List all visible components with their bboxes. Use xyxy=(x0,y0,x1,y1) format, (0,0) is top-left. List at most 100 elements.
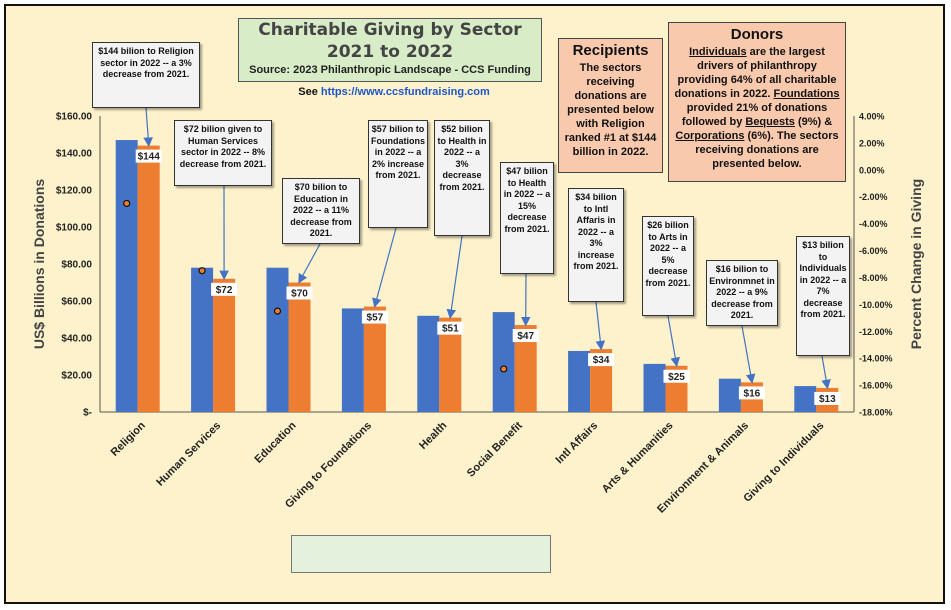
bar-2021 xyxy=(191,267,214,412)
see-prefix: See xyxy=(298,86,321,98)
chart-subtitle: 2021 to 2022 xyxy=(326,42,454,62)
data-label-bg xyxy=(361,310,388,324)
y2-tick-label: -10.00% xyxy=(859,300,893,310)
data-label: $51 xyxy=(442,324,459,335)
bar-2021 xyxy=(341,308,364,412)
callout-arrow xyxy=(595,301,606,351)
data-label-bg xyxy=(588,353,615,367)
data-label: $13 xyxy=(819,394,836,405)
x-tick-label: Religion xyxy=(109,419,148,458)
x-tick-label: Health xyxy=(417,419,449,451)
percent-change-marker xyxy=(273,307,282,315)
x-tick-label: Giving to Foundations xyxy=(283,420,374,511)
bar-2021 xyxy=(417,315,440,412)
bar-2021 xyxy=(266,267,289,412)
callout-arrow xyxy=(667,315,680,368)
chart-source: Source: 2023 Philanthropic Landscape - C… xyxy=(249,64,531,76)
chart-frame: $- $20.00 $40.00 $60.00 $80.00 $100.00 $120.00… xyxy=(4,4,945,604)
bar-2022 xyxy=(213,278,236,412)
data-label-bg xyxy=(663,369,690,383)
callout-education: $70 bilion to Education in 2022 -- a 11%… xyxy=(282,178,360,244)
x-tick-label: Human Services xyxy=(154,420,223,489)
chart-title-box: Charitable Giving by Sector 2021 to 2022… xyxy=(238,18,542,82)
donors-term-foundations: Foundations xyxy=(773,88,840,100)
callout-social-benefit: $47 bilion to Health in 2022 -- a 15% de… xyxy=(500,162,554,274)
y-tick-label: $80.00 xyxy=(61,260,92,271)
y2-tick-label: 4.00% xyxy=(859,112,885,122)
donors-term-individuals: Individuals xyxy=(689,46,747,58)
bar-2021 xyxy=(794,386,817,412)
y-tick-label: $20.00 xyxy=(61,371,92,382)
data-label-bg xyxy=(135,149,162,163)
recipients-body: The sectors receiving donations are pres… xyxy=(564,62,657,158)
source-link[interactable]: https://www.ccsfundraising.com xyxy=(320,86,490,98)
bar-2022 xyxy=(439,317,462,412)
data-label-bg xyxy=(286,286,313,300)
data-label: $72 xyxy=(216,285,233,296)
data-label-bg xyxy=(738,386,765,400)
data-label-bg xyxy=(437,321,464,335)
callout-arts: $26 bilion to Arts in 2022 -- a 5% decre… xyxy=(642,216,694,316)
y-tick-label: $- xyxy=(83,408,92,419)
bar-2021 xyxy=(568,350,591,412)
callout-intl-affairs: $34 bilion to Intl Affaris in 2022 -- a … xyxy=(568,188,624,302)
legend xyxy=(291,535,551,573)
y-tick-label: $100.00 xyxy=(56,223,93,234)
callout-health: $52 bilion to Health in 2022 -- a 3% dec… xyxy=(434,120,490,236)
callout-foundations: $57 bilion to Foundations in 2022 -- a 2… xyxy=(368,120,428,228)
percent-change-marker xyxy=(123,199,131,208)
x-tick-label: Arts & Humanities xyxy=(600,420,676,496)
y2-tick-label: -2.00% xyxy=(859,192,888,202)
data-label: $70 xyxy=(291,289,308,300)
percent-change-marker xyxy=(198,267,206,275)
y-tick-label: $120.00 xyxy=(56,186,93,197)
y-tick-label: $40.00 xyxy=(61,334,92,345)
callout-religion: $144 bilion to Religion sector in 2022 -… xyxy=(92,42,200,108)
y2-tick-label: -8.00% xyxy=(859,273,888,283)
y2-tick-label: -4.00% xyxy=(859,219,888,229)
callout-arrow xyxy=(372,227,397,308)
bar-2021 xyxy=(643,363,666,412)
callout-arrow xyxy=(741,325,756,384)
x-tick-label: Giving to Individuals xyxy=(741,420,826,505)
callout-arrow xyxy=(446,235,463,320)
donors-term-corporations: Corporations xyxy=(675,130,745,142)
bar-2022 xyxy=(137,145,160,412)
data-label-bg xyxy=(512,329,539,343)
x-tick-label: Social Benefit xyxy=(465,419,525,479)
y-tick-label: $160.00 xyxy=(56,112,93,123)
x-tick-label: Intl Affairs xyxy=(554,420,601,467)
recipients-box: Recipients The sectors receiving donatio… xyxy=(558,38,663,173)
y-tick-label: $60.00 xyxy=(61,297,92,308)
data-label: $47 xyxy=(517,331,534,342)
donors-text-4: (6%). The sectors receiving donations ar… xyxy=(695,130,839,170)
donors-heading: Donors xyxy=(730,26,784,43)
callout-arrow xyxy=(821,355,831,390)
data-label: $34 xyxy=(593,355,610,366)
data-label-bg xyxy=(814,391,841,405)
bar-2021 xyxy=(115,140,138,413)
data-label-bg xyxy=(211,282,238,296)
donors-term-bequests: Bequests xyxy=(745,116,795,128)
bar-2022 xyxy=(514,325,537,412)
donors-body: Individuals are the largest drivers of p… xyxy=(669,45,845,171)
recipients-heading: Recipients xyxy=(572,42,649,59)
y2-axis-title: Percent Change in Giving xyxy=(908,179,924,349)
donors-text-3: (9%) & xyxy=(794,116,833,128)
data-label: $25 xyxy=(668,372,685,383)
y2-tick-label: 2.00% xyxy=(859,138,885,148)
y2-tick-label: -12.00% xyxy=(859,327,893,337)
bar-2022 xyxy=(288,282,311,412)
callout-human-services: $72 bilion given to Human Services secto… xyxy=(174,120,272,186)
callout-environment: $16 bilion to Environmnet in 2022 -- a 9… xyxy=(706,260,778,326)
donors-box: Donors Individuals are the largest drive… xyxy=(668,22,846,182)
y2-tick-label: -18.00% xyxy=(859,408,893,418)
donors-text-2: provided 21% of donations followed by xyxy=(681,102,828,128)
callout-arrow xyxy=(143,107,153,147)
percent-change-marker xyxy=(500,365,508,373)
y-axis-title: US$ Billions in Donations xyxy=(31,179,47,350)
y-tick-label: $140.00 xyxy=(56,149,93,160)
y2-tick-label: 0.00% xyxy=(859,165,885,175)
y2-tick-label: -6.00% xyxy=(859,246,888,256)
see-line: See https://www.ccsfundraising.com xyxy=(274,86,514,98)
